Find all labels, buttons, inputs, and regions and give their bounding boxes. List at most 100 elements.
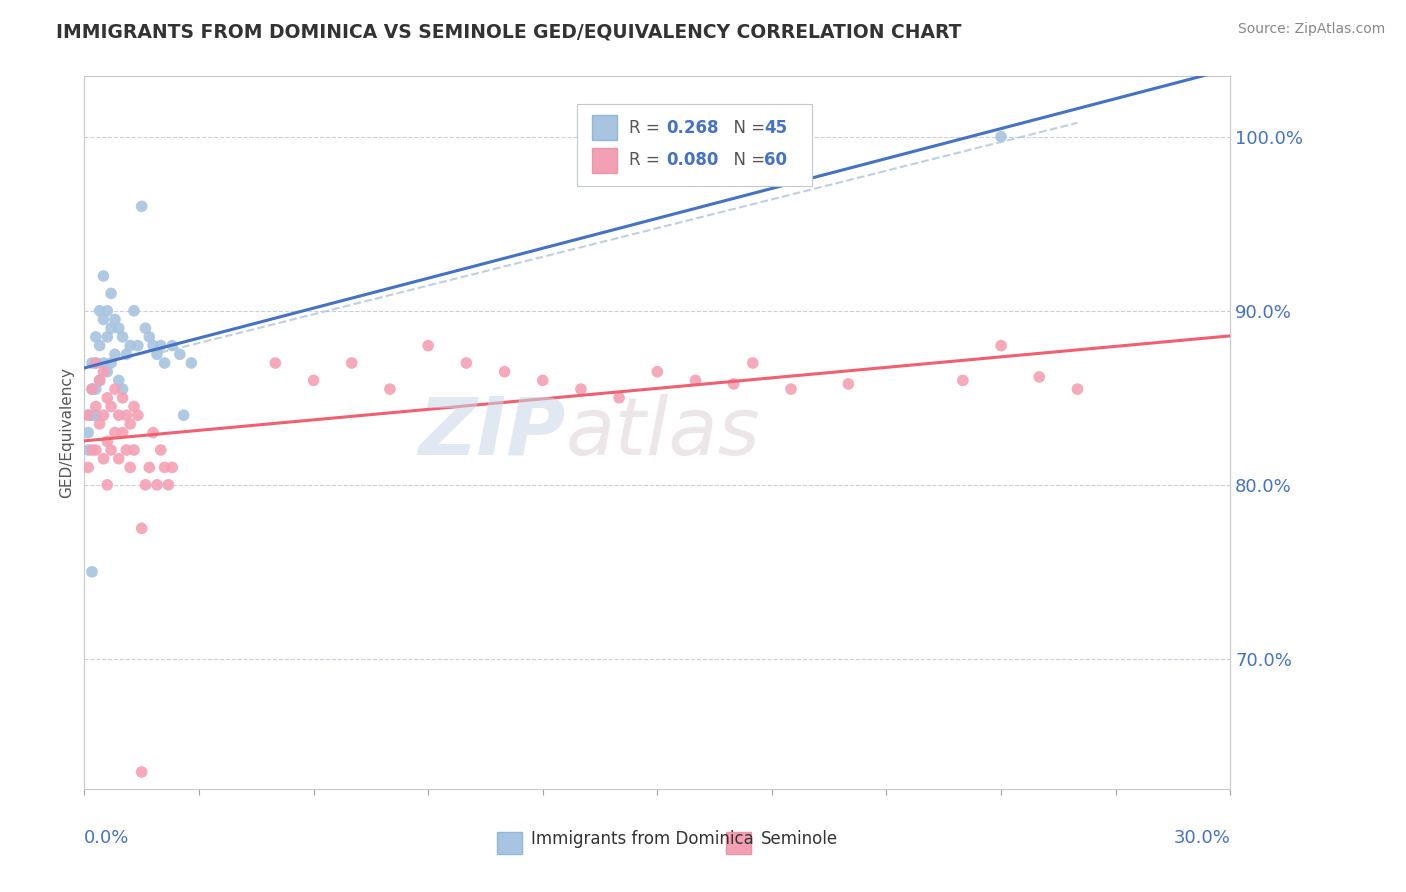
Point	[134, 321, 156, 335]
Point	[93, 451, 115, 466]
Point	[111, 425, 134, 440]
Point	[84, 356, 107, 370]
Point	[120, 417, 142, 431]
Point	[780, 382, 803, 396]
Point	[264, 356, 287, 370]
Point	[89, 338, 111, 352]
Point	[107, 408, 129, 422]
FancyBboxPatch shape	[592, 115, 617, 140]
Point	[100, 356, 122, 370]
Point	[80, 382, 103, 396]
Text: 45: 45	[763, 119, 787, 136]
Point	[111, 330, 134, 344]
Point	[77, 425, 100, 440]
Point	[149, 443, 172, 458]
Text: N =: N =	[723, 119, 770, 136]
Point	[302, 373, 325, 387]
Text: 60: 60	[763, 151, 787, 169]
Text: Seminole: Seminole	[761, 830, 838, 848]
Point	[607, 391, 630, 405]
Point	[146, 478, 169, 492]
Point	[149, 338, 172, 352]
Point	[93, 356, 115, 370]
Point	[107, 451, 129, 466]
Point	[104, 382, 127, 396]
Point	[180, 356, 202, 370]
Point	[531, 373, 554, 387]
Point	[107, 321, 129, 335]
Text: 30.0%: 30.0%	[1174, 829, 1230, 847]
Point	[77, 443, 100, 458]
Point	[84, 408, 107, 422]
Point	[115, 408, 138, 422]
Point	[96, 303, 118, 318]
Point	[80, 443, 103, 458]
Point	[80, 382, 103, 396]
Point	[89, 373, 111, 387]
Text: N =: N =	[723, 151, 770, 169]
Point	[104, 312, 127, 326]
Point	[84, 330, 107, 344]
Point	[122, 400, 145, 414]
FancyBboxPatch shape	[725, 832, 751, 854]
Point	[107, 373, 129, 387]
Point	[80, 565, 103, 579]
Point	[127, 338, 149, 352]
Point	[378, 382, 401, 396]
Point	[647, 365, 669, 379]
Point	[741, 356, 763, 370]
Text: R =: R =	[628, 119, 665, 136]
Point	[131, 521, 153, 535]
Point	[77, 408, 100, 422]
Point	[89, 417, 111, 431]
Text: atlas: atlas	[565, 393, 761, 472]
Point	[138, 330, 160, 344]
Point	[990, 129, 1012, 144]
Point	[837, 376, 859, 391]
Point	[127, 408, 149, 422]
Point	[77, 460, 100, 475]
Point	[169, 347, 191, 361]
FancyBboxPatch shape	[592, 147, 617, 172]
Text: 0.268: 0.268	[666, 119, 718, 136]
Point	[138, 460, 160, 475]
Point	[80, 408, 103, 422]
Text: 0.0%: 0.0%	[84, 829, 129, 847]
Point	[122, 303, 145, 318]
Point	[96, 434, 118, 449]
Point	[160, 460, 183, 475]
Point	[96, 365, 118, 379]
Point	[111, 382, 134, 396]
Point	[96, 391, 118, 405]
Point	[494, 365, 516, 379]
Point	[131, 764, 153, 779]
Point	[100, 321, 122, 335]
Point	[100, 286, 122, 301]
Point	[89, 373, 111, 387]
Point	[157, 478, 180, 492]
Point	[84, 400, 107, 414]
Point	[122, 443, 145, 458]
Point	[104, 347, 127, 361]
Point	[173, 408, 195, 422]
Point	[153, 460, 176, 475]
Point	[120, 460, 142, 475]
Text: ZIP: ZIP	[418, 393, 565, 472]
Text: R =: R =	[628, 151, 665, 169]
Point	[93, 408, 115, 422]
FancyBboxPatch shape	[576, 104, 813, 186]
Point	[93, 365, 115, 379]
Point	[84, 382, 107, 396]
Text: 0.080: 0.080	[666, 151, 718, 169]
Point	[990, 338, 1012, 352]
Point	[93, 312, 115, 326]
Point	[685, 373, 707, 387]
Point	[418, 338, 440, 352]
Point	[104, 425, 127, 440]
Point	[146, 347, 169, 361]
Point	[120, 338, 142, 352]
Point	[1066, 382, 1088, 396]
Point	[96, 478, 118, 492]
Y-axis label: GED/Equivalency: GED/Equivalency	[59, 368, 75, 498]
Point	[569, 382, 592, 396]
